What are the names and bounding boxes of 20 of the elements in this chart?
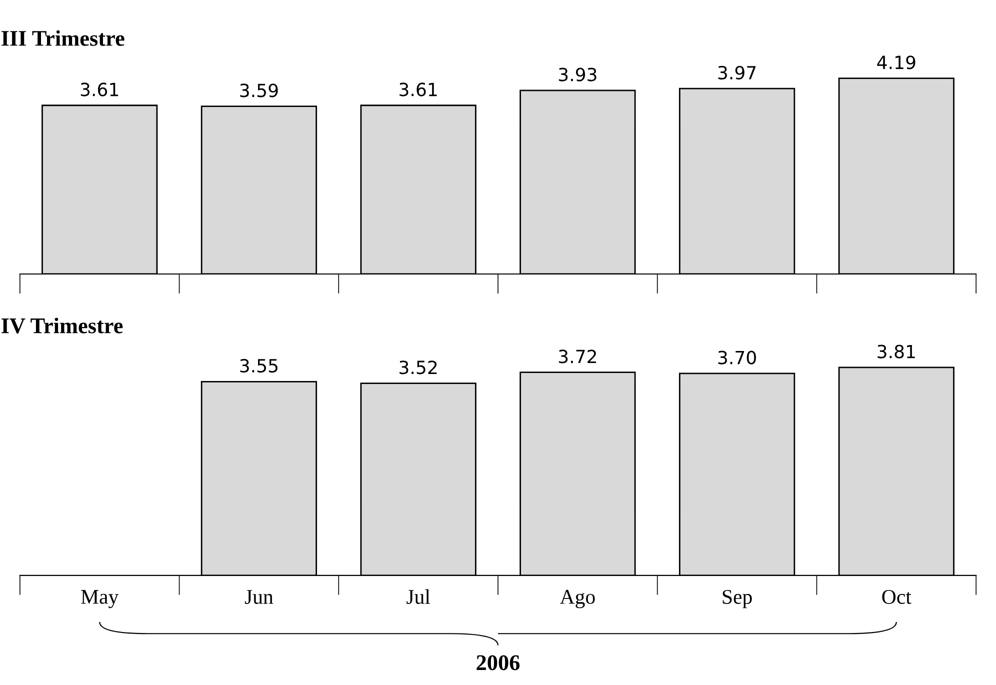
data-label: 3.70 [718, 350, 756, 364]
x-tick-label: Ago [560, 590, 595, 608]
data-label: 3.93 [558, 68, 596, 82]
x-tick-label: Jul [406, 589, 430, 604]
x-tick-label: Oct [882, 590, 912, 604]
x-tick-label: May [81, 590, 119, 608]
data-label: 3.55 [240, 358, 278, 373]
chart-title: III Trimestre [2, 30, 124, 46]
data-label: 3.59 [240, 84, 278, 98]
chart-title: IV Trimestre [2, 318, 123, 334]
text: 2006 [476, 655, 520, 670]
data-label: 4.19 [877, 56, 916, 70]
x-tick-label: Jun [244, 590, 274, 604]
x-tick-label: Sep [722, 590, 752, 608]
data-label: 3.61 [400, 82, 437, 96]
data-label: 3.52 [400, 360, 437, 374]
data-label: 3.72 [558, 350, 596, 364]
data-label: 3.81 [878, 344, 915, 358]
data-label: 3.61 [80, 82, 118, 96]
data-label: 3.97 [718, 66, 756, 80]
